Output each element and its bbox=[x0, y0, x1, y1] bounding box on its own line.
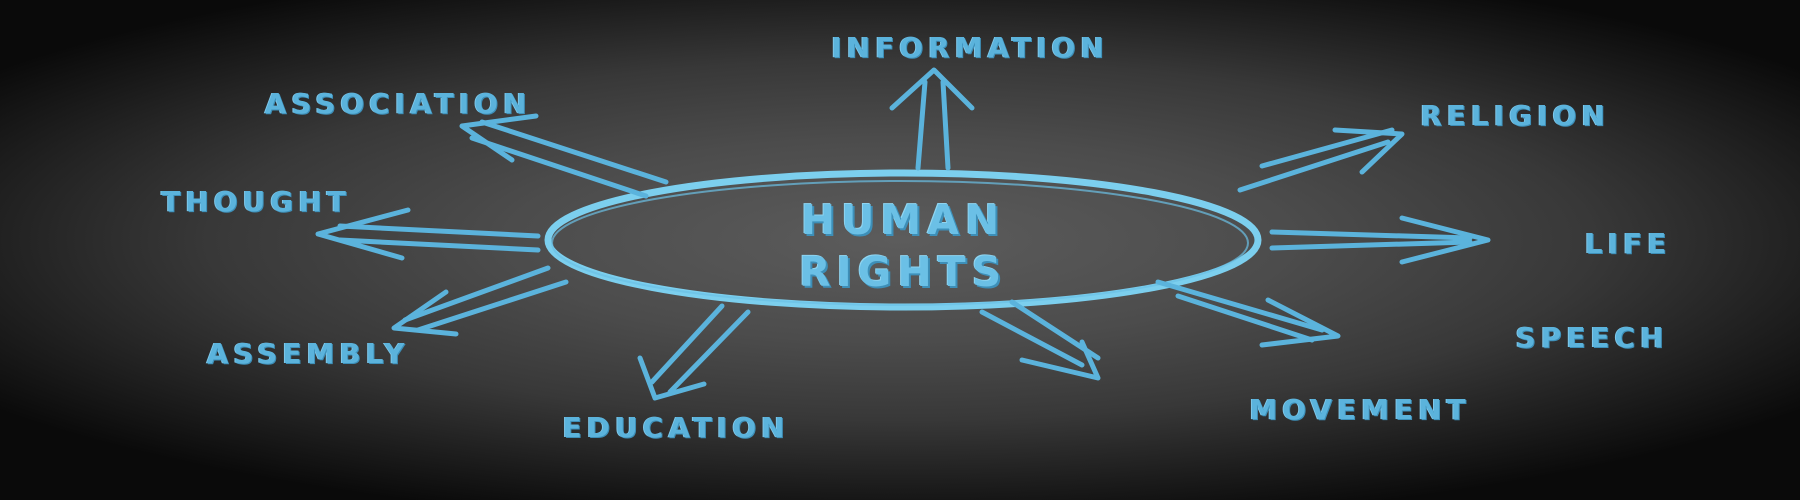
arrow-education bbox=[637, 303, 751, 401]
arrow-assembly bbox=[391, 265, 569, 337]
center-ellipse bbox=[544, 169, 1262, 311]
arrow-speech bbox=[1155, 279, 1341, 348]
node-speech: Speech bbox=[1515, 311, 1669, 357]
arrow-life bbox=[1269, 215, 1491, 265]
center-title: Human Rights bbox=[798, 180, 1008, 300]
node-assembly: Assembly bbox=[206, 327, 410, 373]
center-title-line2: Rights bbox=[798, 232, 1008, 300]
node-religion: Religion bbox=[1420, 89, 1610, 135]
arrow-religion bbox=[1237, 127, 1405, 193]
center-title-line1: Human bbox=[800, 180, 1006, 248]
arrow-information bbox=[889, 67, 975, 171]
node-movement: Movement bbox=[1249, 383, 1471, 429]
node-information: Information bbox=[831, 21, 1109, 67]
node-life: Life bbox=[1584, 217, 1672, 263]
node-association: Association bbox=[264, 77, 532, 123]
arrow-association bbox=[459, 113, 669, 199]
arrow-thought bbox=[315, 207, 541, 261]
node-thought: Thought bbox=[161, 175, 351, 221]
node-education: Education bbox=[562, 401, 790, 447]
arrow-movement bbox=[979, 299, 1101, 381]
center-ellipse-sketch bbox=[551, 180, 1249, 306]
